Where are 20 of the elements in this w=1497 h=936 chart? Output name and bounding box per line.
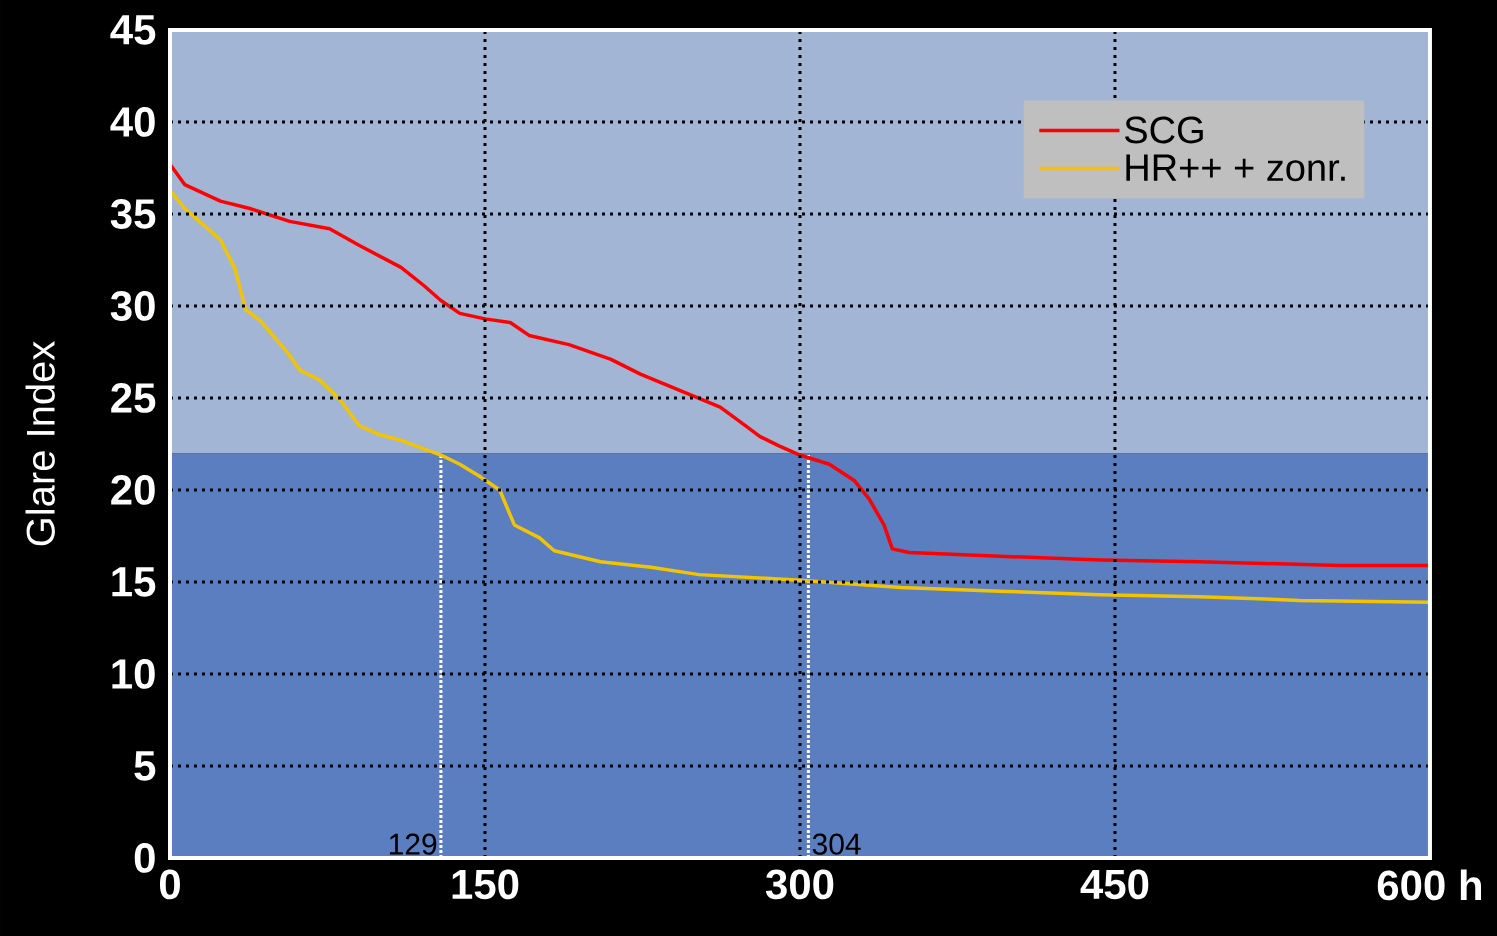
ref-line-label: 129 (389, 833, 437, 855)
x-tick-label: 150 (452, 869, 519, 900)
x-tick-label: 600 h (1377, 869, 1481, 901)
y-tick-label: 15 (112, 567, 156, 597)
y-tick-label: 35 (110, 199, 156, 229)
y-tick-label: 20 (111, 475, 155, 505)
legend-label: HR++ + zonr. (1126, 154, 1345, 182)
y-tick-label: 30 (110, 291, 155, 321)
legend-label: SCG (1125, 116, 1203, 144)
y-tick-label: 40 (110, 107, 155, 137)
ref-line-label: 304 (812, 833, 861, 855)
y-axis-title: Glare Index (25, 341, 55, 546)
x-tick-label: 300 (765, 869, 834, 900)
y-tick-label: 0 (134, 843, 155, 873)
y-tick-label: 5 (134, 751, 156, 781)
y-tick-label: 25 (111, 383, 156, 413)
y-tick-label: 10 (112, 659, 155, 689)
x-tick-label: 0 (159, 869, 180, 900)
y-tick-label: 45 (110, 15, 156, 45)
x-tick-label: 450 (1080, 869, 1149, 900)
